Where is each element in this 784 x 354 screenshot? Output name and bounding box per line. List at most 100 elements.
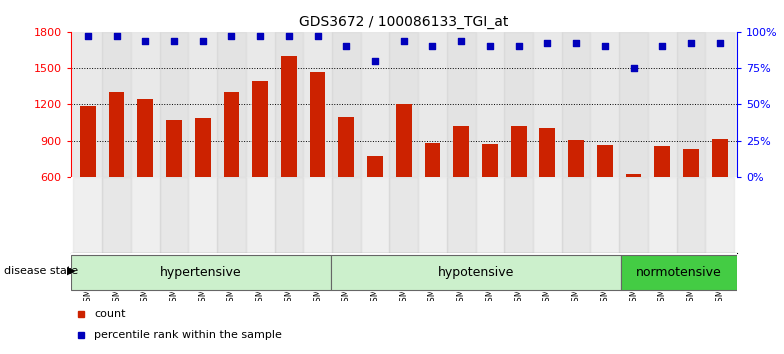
Bar — [619, 32, 648, 177]
Bar — [80, 106, 96, 177]
Bar — [390, 177, 418, 253]
Point — [541, 41, 554, 46]
Point — [713, 41, 726, 46]
Bar — [74, 177, 102, 253]
Bar — [217, 177, 245, 253]
Bar — [223, 92, 239, 177]
Bar — [568, 140, 584, 177]
Text: disease state: disease state — [4, 266, 78, 276]
Point — [282, 33, 295, 39]
Bar — [194, 118, 211, 177]
Bar — [504, 32, 533, 177]
Point — [570, 41, 583, 46]
Point — [627, 65, 640, 71]
Bar — [677, 177, 706, 253]
Bar — [102, 32, 131, 177]
Bar — [655, 146, 670, 177]
Point — [656, 44, 669, 49]
Bar — [74, 32, 102, 177]
Text: normotensive: normotensive — [636, 266, 722, 279]
Point — [254, 33, 267, 39]
Text: percentile rank within the sample: percentile rank within the sample — [94, 330, 281, 341]
Bar — [597, 145, 613, 177]
Text: ▶: ▶ — [67, 266, 75, 276]
Point — [340, 44, 353, 49]
Bar — [418, 177, 447, 253]
Bar — [252, 81, 268, 177]
Text: count: count — [94, 309, 125, 319]
Bar — [332, 32, 361, 177]
Bar — [137, 99, 153, 177]
Point — [139, 38, 151, 44]
Bar — [447, 32, 476, 177]
Bar — [160, 177, 188, 253]
Text: hypotensive: hypotensive — [438, 266, 514, 279]
Bar — [332, 177, 361, 253]
Point — [513, 44, 525, 49]
Bar — [533, 32, 562, 177]
Bar — [706, 177, 734, 253]
Bar — [131, 32, 160, 177]
Bar — [109, 92, 125, 177]
Bar — [476, 177, 504, 253]
Point — [397, 38, 410, 44]
Point — [684, 41, 697, 46]
Bar — [361, 177, 390, 253]
Bar — [447, 177, 476, 253]
Bar — [504, 177, 533, 253]
Bar — [303, 177, 332, 253]
Bar — [482, 144, 498, 177]
Text: hypertensive: hypertensive — [160, 266, 241, 279]
Bar — [274, 32, 303, 177]
Bar — [539, 128, 555, 177]
Bar — [188, 32, 217, 177]
Bar — [476, 32, 504, 177]
Point — [311, 33, 324, 39]
Bar — [102, 177, 131, 253]
Bar — [332, 255, 621, 290]
Bar — [245, 32, 274, 177]
Bar — [677, 32, 706, 177]
Bar — [361, 32, 390, 177]
Bar — [339, 116, 354, 177]
Bar — [712, 139, 728, 177]
Bar — [706, 32, 734, 177]
Point — [225, 33, 238, 39]
Point — [426, 44, 439, 49]
Bar — [160, 32, 188, 177]
Bar — [590, 177, 619, 253]
Bar — [619, 177, 648, 253]
Bar — [396, 104, 412, 177]
Point — [82, 33, 94, 39]
Bar — [281, 56, 297, 177]
Bar — [510, 126, 527, 177]
Bar — [648, 177, 677, 253]
Bar — [166, 120, 182, 177]
Bar — [217, 32, 245, 177]
Bar — [245, 177, 274, 253]
Bar — [188, 177, 217, 253]
Point — [111, 33, 123, 39]
Bar — [562, 177, 590, 253]
Bar — [626, 174, 641, 177]
Bar — [131, 177, 160, 253]
Bar — [418, 32, 447, 177]
Bar — [590, 32, 619, 177]
Bar — [367, 156, 383, 177]
Bar — [71, 255, 332, 290]
Point — [368, 58, 381, 64]
Bar — [425, 143, 441, 177]
Point — [455, 38, 467, 44]
Bar — [621, 255, 737, 290]
Bar — [683, 149, 699, 177]
Point — [484, 44, 496, 49]
Bar — [390, 32, 418, 177]
Bar — [453, 126, 469, 177]
Point — [197, 38, 209, 44]
Bar — [562, 32, 590, 177]
Bar — [274, 177, 303, 253]
Title: GDS3672 / 100086133_TGI_at: GDS3672 / 100086133_TGI_at — [299, 16, 509, 29]
Bar — [648, 32, 677, 177]
Bar — [310, 72, 325, 177]
Bar — [533, 177, 562, 253]
